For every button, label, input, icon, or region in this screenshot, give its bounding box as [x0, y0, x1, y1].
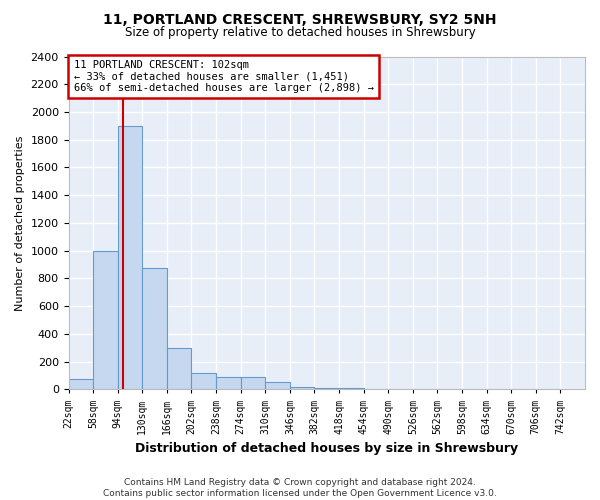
- Text: 11, PORTLAND CRESCENT, SHREWSBURY, SY2 5NH: 11, PORTLAND CRESCENT, SHREWSBURY, SY2 5…: [103, 12, 497, 26]
- Y-axis label: Number of detached properties: Number of detached properties: [15, 136, 25, 310]
- Bar: [118, 126, 142, 390]
- Bar: [142, 268, 167, 390]
- X-axis label: Distribution of detached houses by size in Shrewsbury: Distribution of detached houses by size …: [135, 442, 518, 455]
- Text: Contains HM Land Registry data © Crown copyright and database right 2024.
Contai: Contains HM Land Registry data © Crown c…: [103, 478, 497, 498]
- Bar: [339, 388, 364, 390]
- Bar: [314, 388, 339, 390]
- Bar: [241, 377, 265, 390]
- Bar: [290, 386, 314, 390]
- Bar: [68, 379, 93, 390]
- Bar: [93, 250, 118, 390]
- Bar: [167, 348, 191, 390]
- Text: Size of property relative to detached houses in Shrewsbury: Size of property relative to detached ho…: [125, 26, 475, 39]
- Text: 11 PORTLAND CRESCENT: 102sqm
← 33% of detached houses are smaller (1,451)
66% of: 11 PORTLAND CRESCENT: 102sqm ← 33% of de…: [74, 60, 374, 93]
- Bar: [191, 374, 216, 390]
- Bar: [265, 382, 290, 390]
- Bar: [216, 377, 241, 390]
